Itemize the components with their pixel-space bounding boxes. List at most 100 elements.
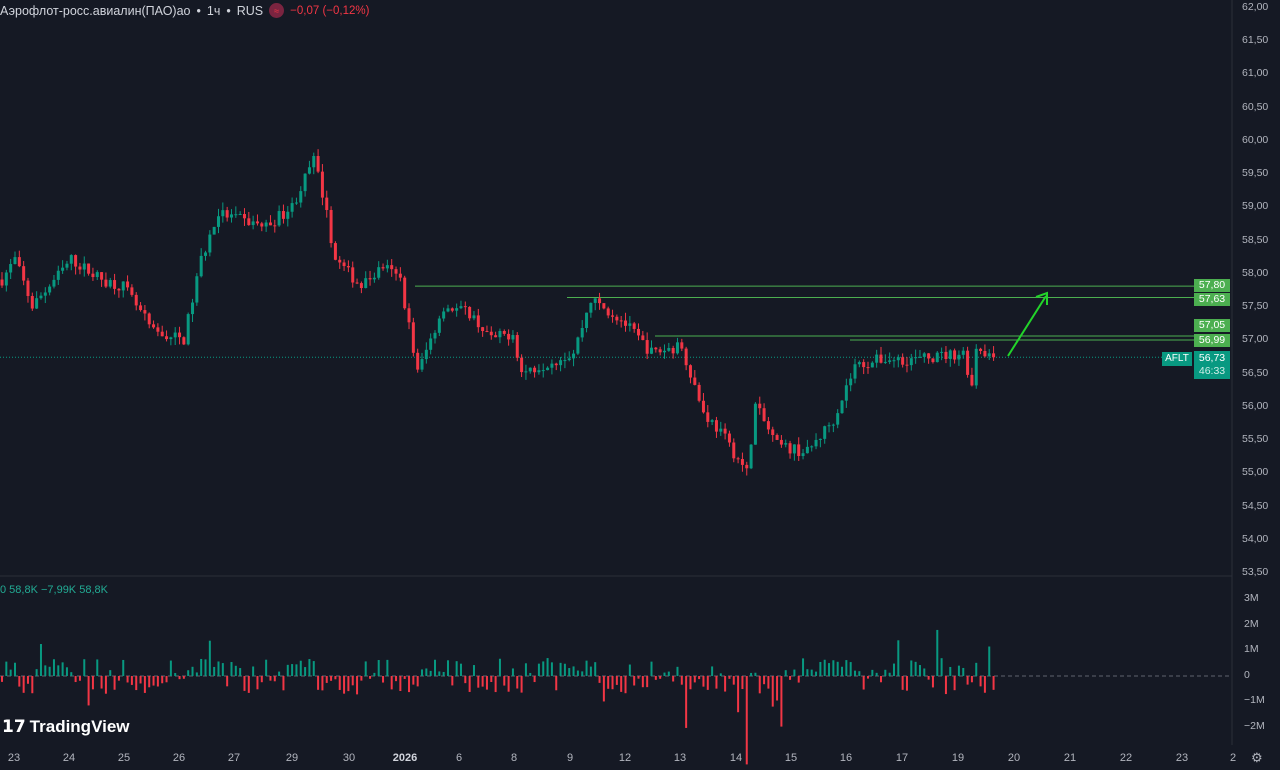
volume-bar: [360, 676, 363, 681]
candle-body: [805, 446, 809, 454]
interval[interactable]: 1ч: [206, 3, 221, 18]
volume-bar: [685, 676, 688, 728]
candle-body: [56, 270, 60, 280]
volume-bar: [620, 676, 623, 692]
candle-body: [948, 350, 952, 360]
volume-bar: [312, 661, 315, 676]
volume-bar: [944, 676, 947, 695]
candle-body: [992, 353, 996, 358]
time-axis-label: 2: [1229, 752, 1237, 764]
candle-body: [901, 357, 905, 365]
time-axis-label: 9: [566, 752, 574, 764]
volume-bar: [477, 676, 480, 688]
volume-bar: [918, 665, 921, 676]
settings-icon[interactable]: ⚙: [1251, 750, 1263, 765]
candle-body: [931, 358, 935, 363]
current-price: 56,73: [1198, 352, 1226, 364]
price-axis-label: 56,50: [1242, 366, 1269, 379]
volume-bar: [646, 676, 649, 688]
volume-bar: [559, 662, 562, 676]
candle-body: [827, 425, 831, 427]
candle-body: [312, 156, 316, 168]
volume-bar: [914, 661, 917, 676]
volume-bar: [828, 663, 831, 676]
volume-bar: [516, 676, 519, 689]
time-axis-label: 21: [1063, 752, 1077, 764]
volume-bar: [581, 671, 584, 676]
volume-bar: [351, 676, 354, 686]
volume-bar: [490, 676, 493, 683]
volume-bar: [44, 665, 47, 676]
volume-bar: [702, 676, 705, 687]
volume-bar: [533, 676, 536, 683]
time-axis-label: 23: [7, 752, 21, 764]
candle-body: [437, 318, 441, 333]
candle-body: [658, 349, 662, 353]
candle-body: [104, 279, 108, 287]
candle-body: [390, 265, 394, 270]
candle-body: [156, 327, 160, 332]
volume-bar: [689, 676, 692, 690]
time-axis-label: 15: [784, 752, 798, 764]
volume-bar: [797, 676, 800, 683]
volume-bar: [724, 676, 727, 692]
volume-bar: [957, 665, 960, 676]
volume-bar: [472, 665, 475, 676]
volume-bar: [278, 671, 281, 676]
candle-body: [688, 365, 692, 378]
price-axis-label: 57,00: [1242, 333, 1269, 346]
price-axis-label: 61,00: [1242, 67, 1269, 80]
volume-bar: [728, 676, 731, 679]
volume-bar: [373, 672, 376, 676]
volume-bar: [550, 662, 553, 676]
price-axis-label: 53,50: [1242, 566, 1269, 579]
volume-bar: [862, 676, 865, 690]
candle-body: [727, 433, 731, 443]
volume-bar: [823, 659, 826, 676]
volume-bar: [598, 676, 601, 683]
volume-bar: [732, 676, 735, 685]
symbol-name[interactable]: Аэрофлот-росс.авиалин(ПАО)ао: [0, 3, 191, 18]
candle-body: [351, 267, 355, 283]
volume-bar: [91, 676, 94, 690]
volume-bar: [5, 661, 8, 676]
volume-bar: [61, 662, 64, 676]
time-axis-label: 29: [285, 752, 299, 764]
candle-body: [645, 340, 649, 354]
volume-bar: [104, 676, 107, 694]
candle-body: [165, 336, 169, 340]
candle-body: [749, 444, 753, 469]
candle-body: [87, 263, 91, 274]
volume-bar: [897, 640, 900, 676]
volume-bar: [269, 676, 272, 681]
candle-body: [212, 226, 216, 235]
volume-bar: [425, 668, 428, 676]
candle-body: [879, 354, 883, 363]
volume-bar: [364, 661, 367, 676]
candle-body: [732, 442, 736, 459]
candle-body: [498, 330, 502, 338]
candle-body: [147, 313, 151, 325]
volume-bar: [650, 661, 653, 676]
candle-body: [247, 218, 251, 226]
candle-body: [420, 359, 424, 370]
volume-bar: [239, 668, 242, 676]
candle-body: [507, 333, 511, 340]
volume-bar: [953, 676, 956, 691]
volume-bar: [854, 670, 857, 676]
candle-body: [875, 354, 879, 363]
volume-bar: [446, 660, 449, 676]
time-axis-label: 14: [729, 752, 743, 764]
candle-body: [117, 288, 121, 291]
volume-bar: [949, 666, 952, 676]
tradingview-logo[interactable]: 𝟭𝟳 TradingView: [2, 717, 130, 737]
candle-body: [844, 385, 848, 401]
candle-body: [914, 357, 918, 359]
tv-logo-icon: 𝟭𝟳: [2, 717, 26, 736]
candle-body: [615, 316, 619, 321]
candle-body: [714, 420, 718, 432]
volume-bar: [503, 676, 506, 686]
volume-bar: [667, 671, 670, 676]
candle-body: [242, 214, 246, 219]
